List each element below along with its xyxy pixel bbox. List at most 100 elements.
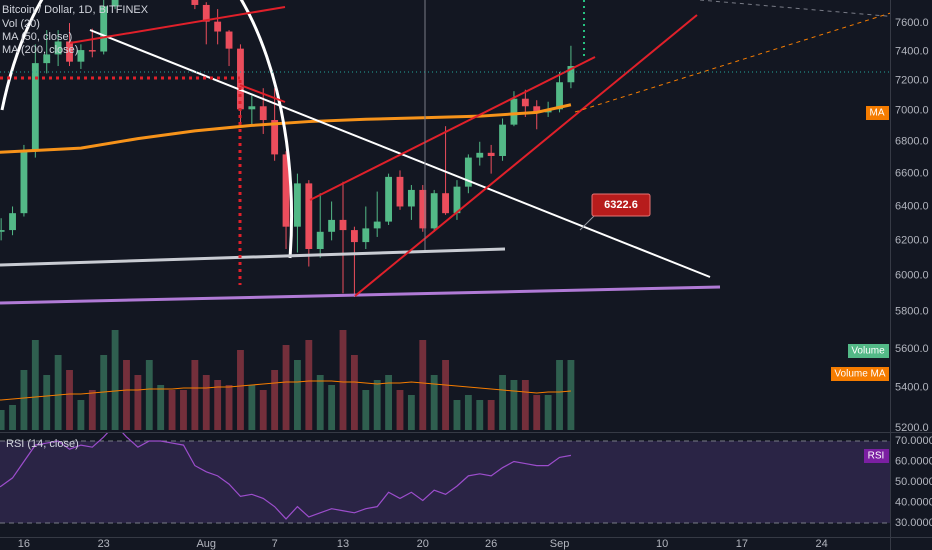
price-pane — [0, 0, 575, 430]
volume-bar — [328, 385, 336, 430]
tag — [866, 106, 889, 120]
channel-line — [354, 14, 698, 297]
candle-body — [100, 6, 108, 52]
x-tick-label: 10 — [656, 538, 668, 550]
candle-body — [248, 106, 256, 110]
x-tick-label: 7 — [272, 538, 278, 550]
volume-bar — [556, 360, 563, 430]
candle-body — [396, 176, 404, 207]
x-tick-label: 24 — [816, 538, 828, 550]
arc — [0, 0, 294, 259]
y-tick-label: 5200.0 — [895, 422, 929, 434]
candle-body — [533, 106, 541, 113]
candle-body — [271, 120, 279, 155]
candle-body — [88, 50, 96, 52]
y-tick-label: 6800.0 — [895, 136, 929, 148]
support-line — [0, 247, 506, 267]
volume-bar — [464, 395, 472, 430]
candle-body — [499, 124, 506, 156]
volume-bar — [43, 375, 51, 430]
candle-body — [350, 230, 358, 243]
candle-body — [66, 41, 73, 62]
volume-bar — [350, 355, 358, 430]
volume-bar — [396, 390, 404, 430]
volume-bar — [499, 375, 506, 430]
rsi-tick-label: 60.0000 — [895, 455, 932, 467]
candle-body — [202, 4, 210, 22]
rsi-tick-label: 50.0000 — [895, 476, 932, 488]
volume-bar — [453, 400, 461, 430]
candle-body — [20, 151, 28, 214]
candle-body — [521, 98, 529, 107]
y-tick-label: 6200.0 — [895, 234, 929, 246]
candle-body — [464, 157, 472, 187]
channel-line — [69, 6, 286, 44]
rsi-band — [0, 441, 890, 524]
channel-line — [239, 84, 286, 103]
volume-bar — [430, 375, 438, 430]
candle-body — [259, 106, 267, 121]
candle-body — [339, 219, 347, 231]
y-tick-label: 7600.0 — [895, 17, 929, 29]
x-tick-label: 17 — [736, 538, 748, 550]
y-tick-label: 6400.0 — [895, 200, 929, 212]
y-tick-label: 7000.0 — [895, 105, 929, 117]
volume-bar — [271, 370, 279, 430]
candle-body — [0, 230, 5, 232]
tag — [864, 449, 889, 463]
candle-body — [510, 98, 518, 125]
candle-body — [556, 82, 563, 110]
y-tick-label: 6000.0 — [895, 269, 929, 281]
tag — [831, 367, 889, 381]
volume-bar — [294, 360, 301, 430]
symbol-title: Bitcoin / Dollar, 1D, BITFINEX — [2, 4, 149, 16]
volume-bar — [385, 375, 393, 430]
volume-bar — [442, 360, 449, 430]
candle-body — [237, 48, 244, 110]
volume-bar — [145, 360, 153, 430]
candle-body — [567, 66, 575, 83]
volume-bar — [202, 375, 210, 430]
indicator-label: Vol (20) — [2, 18, 40, 30]
rsi-pane — [0, 433, 890, 524]
volume-bar — [66, 370, 73, 430]
volume-bar — [20, 370, 28, 430]
candle-body — [373, 221, 381, 229]
y-tick-label: 7200.0 — [895, 75, 929, 87]
x-tick-label: 16 — [18, 538, 30, 550]
candle-body — [43, 54, 51, 64]
rsi-line — [0, 433, 572, 520]
x-tick-label: Sep — [550, 538, 570, 550]
rsi-tick-label: 70.0000 — [895, 435, 932, 447]
rsi-tick-label: 40.0000 — [895, 496, 932, 508]
trend-line — [89, 29, 711, 278]
candle-body — [328, 219, 336, 232]
tag-label: RSI — [868, 451, 885, 462]
y-tick-label: 5600.0 — [895, 343, 929, 355]
tag-label: Volume — [851, 346, 885, 357]
volume-bar — [567, 360, 575, 430]
candle-body — [362, 228, 370, 243]
drawings — [0, 0, 890, 305]
candle-body — [31, 63, 39, 152]
candle-body — [442, 193, 449, 214]
y-tick-label: 5400.0 — [895, 382, 929, 394]
candle-body — [214, 21, 222, 32]
volume-bar — [0, 410, 5, 430]
candle-body — [476, 152, 484, 158]
volume-bar — [419, 340, 427, 430]
volume-bar — [9, 405, 16, 430]
volume-bar — [339, 330, 347, 430]
volume-bar — [407, 395, 415, 430]
volume-bar — [168, 390, 176, 430]
candle-body — [419, 189, 427, 229]
support-line — [0, 285, 721, 305]
volume-bar — [259, 390, 267, 430]
volume-bar — [157, 385, 165, 430]
volume-bar — [510, 380, 518, 430]
candle-body — [54, 41, 62, 55]
ma-line — [0, 103, 572, 154]
y-tick-label: 7400.0 — [895, 45, 929, 57]
